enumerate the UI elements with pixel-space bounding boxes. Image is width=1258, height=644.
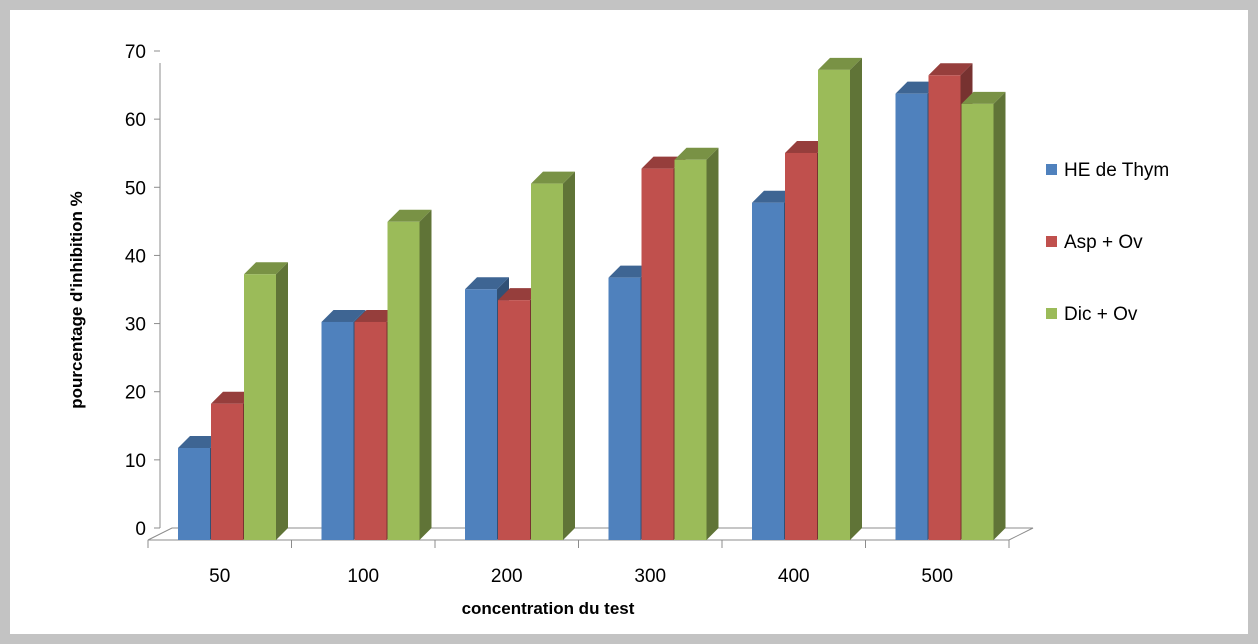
legend: HE de Thym Asp + Ov Dic + Ov [1046, 160, 1169, 325]
legend-swatch [1046, 308, 1057, 319]
y-tick-label: 20 [125, 383, 146, 404]
bar [961, 91, 1006, 540]
bar-front [387, 221, 420, 540]
x-tick-label: 500 [921, 566, 953, 587]
bar-side [993, 91, 1006, 540]
bar-top [465, 277, 509, 290]
y-tick-label: 50 [125, 178, 146, 199]
bar-front [641, 168, 674, 540]
bar-front [961, 103, 994, 540]
x-tick-label: 50 [209, 566, 230, 587]
bar-front [674, 159, 707, 540]
bar-top [818, 57, 862, 70]
legend-label: Asp + Ov [1064, 232, 1143, 253]
bar-front [608, 277, 641, 540]
bar-front [498, 300, 530, 540]
x-axis-title: concentration du test [462, 599, 635, 618]
bar-top [674, 147, 719, 160]
bar [244, 262, 288, 540]
bar-top [531, 171, 575, 184]
bar-front [928, 75, 961, 540]
bar-top [961, 91, 1006, 104]
bar-front [178, 448, 210, 540]
y-axis-title: pourcentage d'inhibition % [67, 191, 86, 408]
y-tick-label: 40 [125, 246, 146, 267]
bar-side [850, 57, 862, 541]
bar-front [244, 274, 276, 540]
bar-top [928, 63, 973, 76]
bar-side [706, 147, 719, 540]
bar-side [276, 262, 288, 540]
bar-front [818, 69, 850, 541]
axes-layer: 0 10 20 30 40 50 60 70 50 100 200 300 400 500 [125, 42, 1034, 587]
bar [674, 147, 719, 540]
bar [531, 171, 575, 540]
bar [818, 57, 862, 541]
x-tick-label: 200 [491, 566, 523, 587]
bar-front [785, 152, 817, 540]
legend-swatch [1046, 164, 1057, 175]
bar-front [465, 289, 497, 540]
bar-front [531, 183, 563, 540]
bar-front [321, 321, 354, 540]
bars-layer [178, 57, 1006, 541]
bar-side [563, 171, 575, 540]
bar-front [895, 93, 928, 541]
y-tick-label: 70 [125, 42, 146, 63]
bar-top [321, 309, 366, 322]
bar-front [752, 202, 784, 540]
legend-label: HE de Thym [1064, 160, 1169, 181]
legend-label: Dic + Ov [1064, 304, 1138, 325]
bar-top [244, 262, 288, 275]
y-tick-label: 30 [125, 315, 146, 336]
y-tick-label: 0 [135, 519, 146, 540]
x-tick-label: 400 [778, 566, 810, 587]
bar-front [211, 403, 243, 540]
bar-top [387, 209, 432, 222]
bar [387, 209, 432, 540]
x-tick-label: 100 [347, 566, 379, 587]
y-tick-label: 60 [125, 110, 146, 131]
legend-swatch [1046, 236, 1057, 247]
x-tick-label: 300 [634, 566, 666, 587]
y-tick-label: 10 [125, 451, 146, 472]
bar-front [354, 321, 387, 540]
bar-side [419, 209, 432, 540]
